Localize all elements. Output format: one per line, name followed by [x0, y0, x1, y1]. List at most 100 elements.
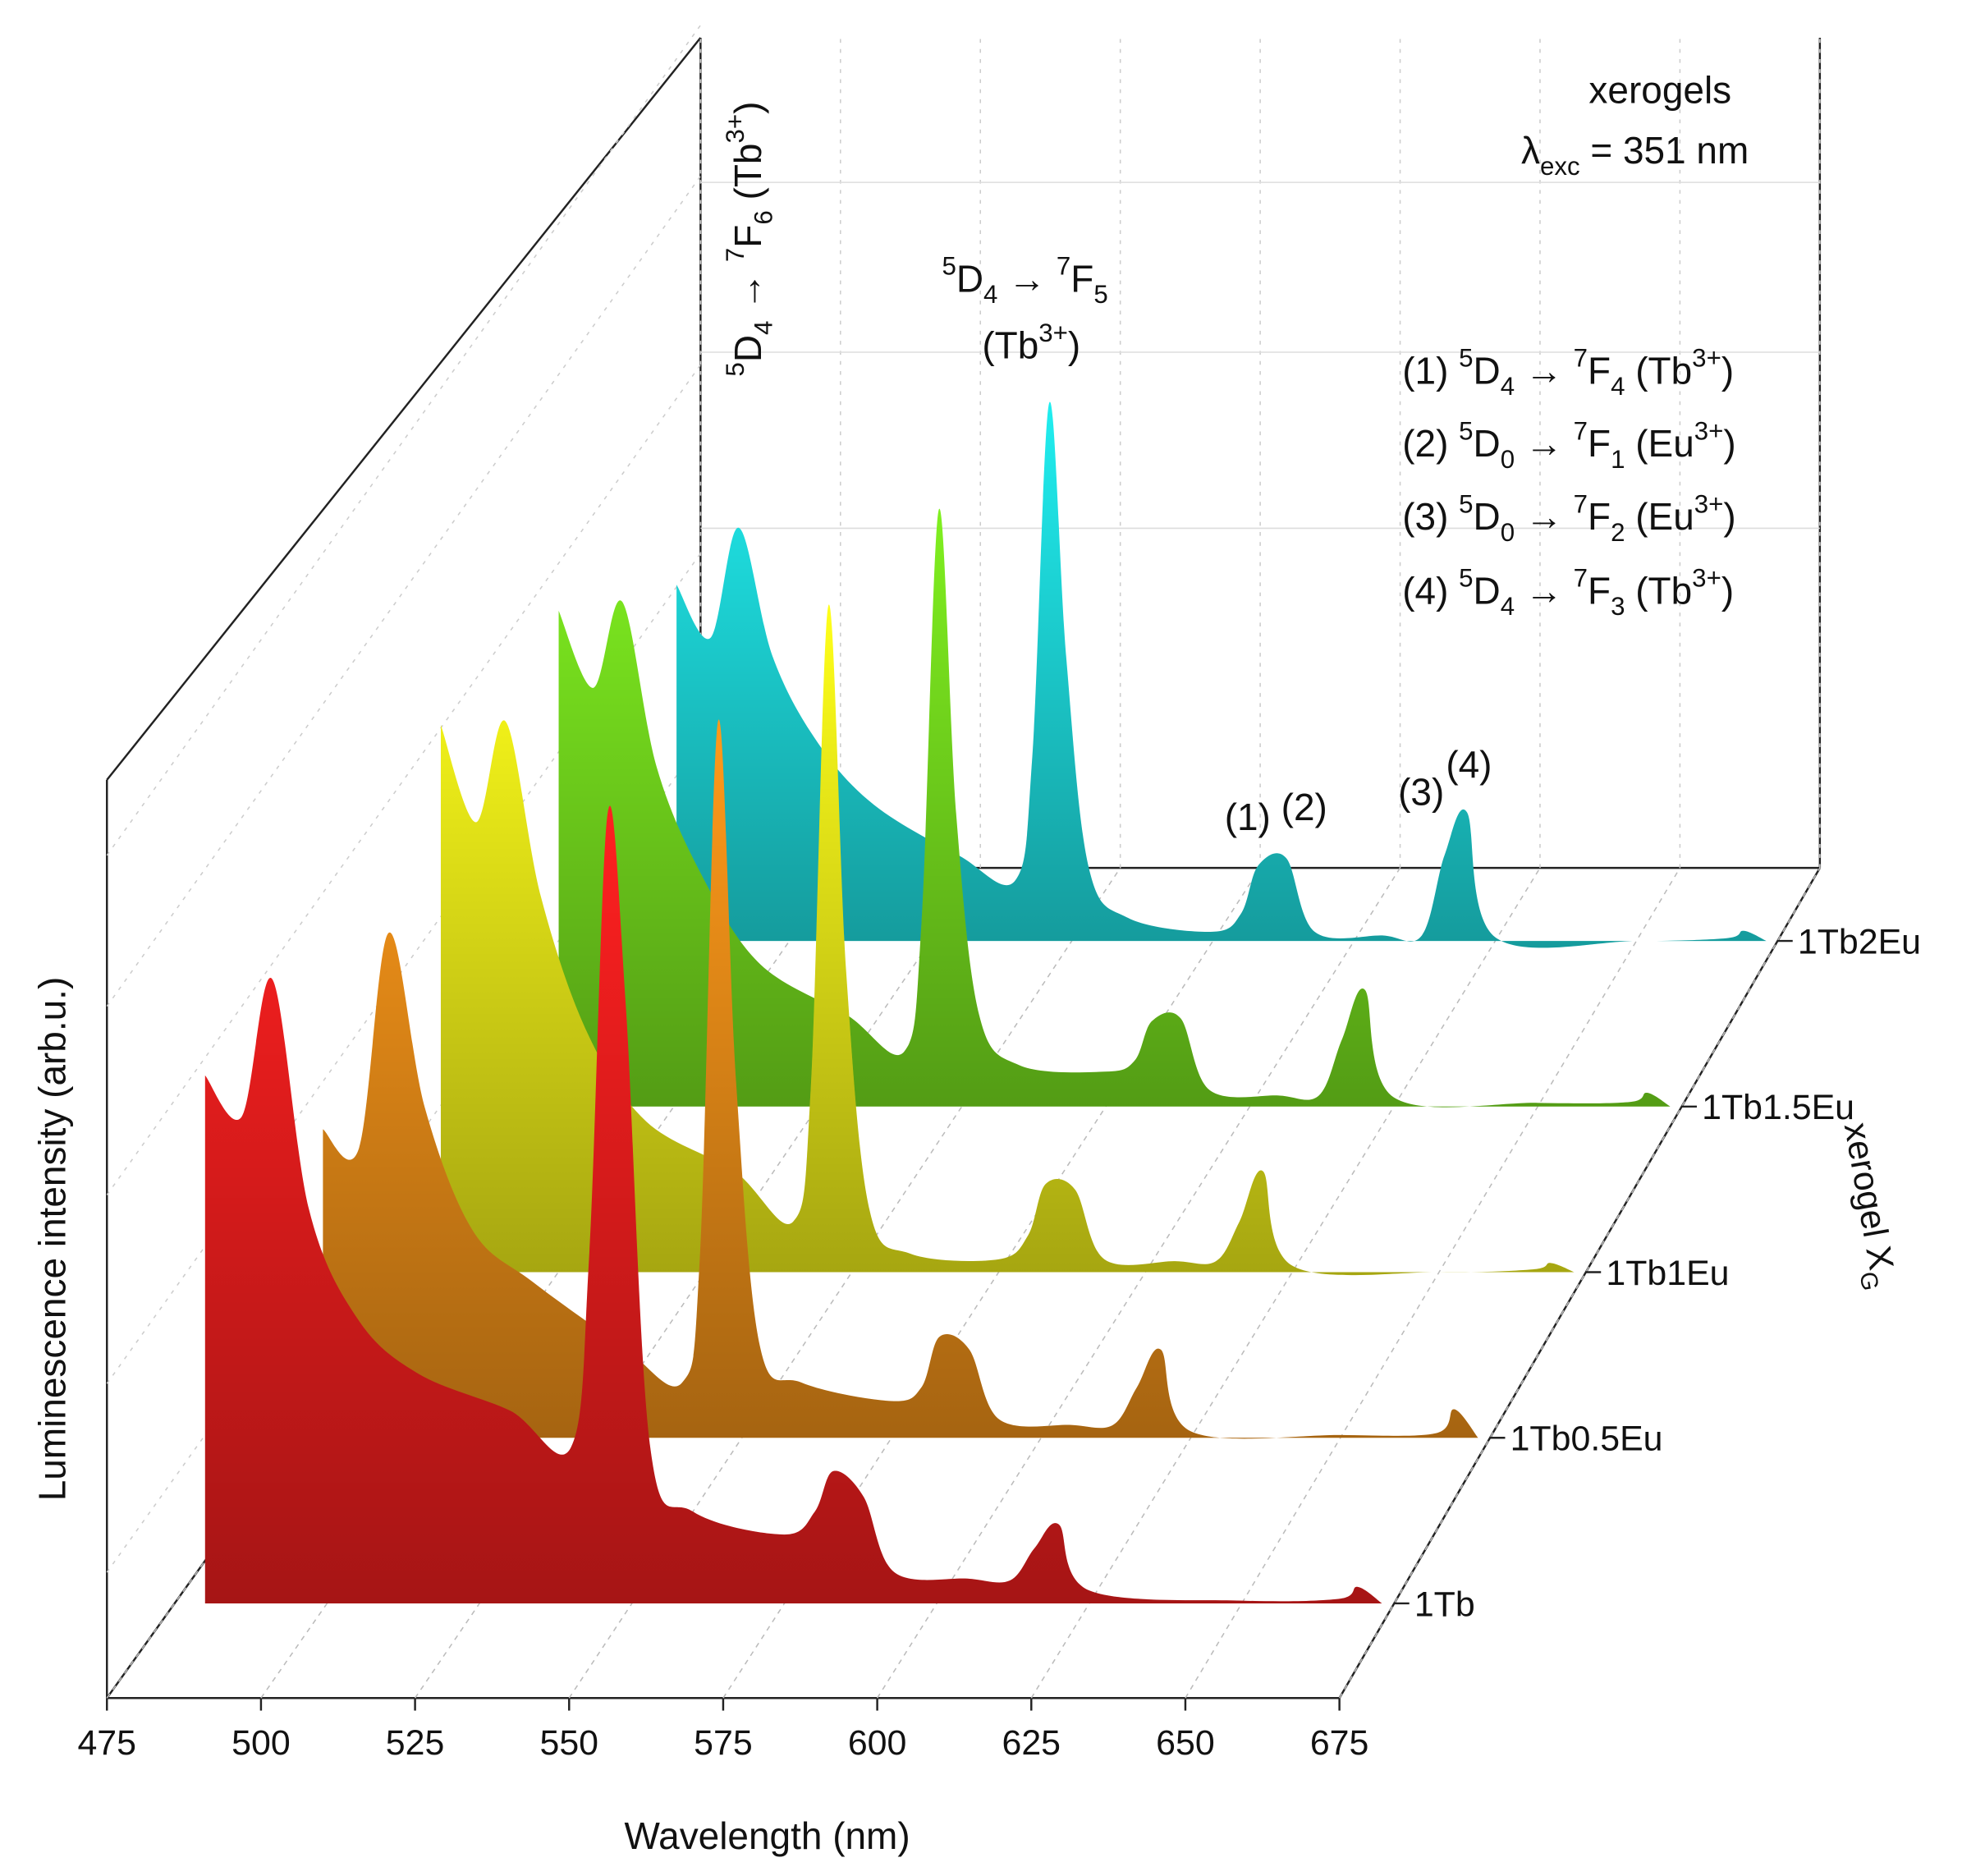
text-part: 3+ [1692, 564, 1721, 593]
text-part: → [997, 257, 1057, 300]
text-part: 7 [1574, 564, 1588, 593]
text-part: → [1515, 569, 1573, 612]
text-part: 5 [1459, 344, 1473, 373]
text-part: 3+ [1692, 344, 1721, 373]
text-part: D [1474, 349, 1501, 392]
annotation: (4) [1446, 743, 1492, 786]
text-part: → [727, 262, 769, 321]
shade [558, 508, 1671, 1108]
x-tick-label: 575 [694, 1723, 753, 1763]
text-part: (3) [1398, 770, 1444, 813]
text-part: → [1515, 422, 1573, 465]
text-part: 5 [1459, 564, 1473, 593]
text-part: ) [1721, 569, 1734, 612]
text-part: (1) [1402, 349, 1459, 392]
text-part: 3+ [1694, 489, 1724, 518]
text-part: 4 [1501, 372, 1515, 401]
annotation: (4) 5D4 → 7F3 (Tb3+) [1402, 564, 1734, 621]
text-part: 3+ [1038, 319, 1068, 347]
text-part: ) [1721, 349, 1734, 392]
shade [440, 604, 1575, 1276]
x-tick-label: 550 [539, 1723, 598, 1763]
text-part: → [1515, 349, 1573, 392]
text-part: (4) [1402, 569, 1459, 612]
x-axis-label: Wavelength (nm) [624, 1814, 910, 1857]
text-part: λ [1521, 129, 1540, 172]
text-part: (Eu [1625, 495, 1694, 538]
text-part: 7 [1574, 416, 1588, 445]
text-part: (Eu [1625, 422, 1694, 465]
text-part: (3) [1402, 495, 1459, 538]
annotation: (1) [1225, 796, 1271, 838]
grid-line [260, 867, 841, 1699]
grid-line [1338, 867, 1821, 1699]
text-part: 0 [1501, 445, 1515, 474]
x-tick-label: 675 [1310, 1723, 1369, 1763]
annotation: (2) [1281, 786, 1327, 828]
x-tick-label: 650 [1156, 1723, 1215, 1763]
annotation: 5D4 → 7F6 (Tb3+) [721, 102, 777, 377]
grid [106, 25, 1821, 1711]
x-tick-label: 500 [231, 1723, 291, 1763]
text-part: 7 [1057, 252, 1070, 281]
series-label: 1Tb [1414, 1585, 1475, 1624]
text-part: 5 [721, 362, 750, 376]
text-part: 1 [1611, 445, 1625, 474]
text-part: 3+ [1694, 416, 1724, 445]
text-part: 0 [1501, 518, 1515, 547]
text-part: xerogels [1588, 69, 1731, 112]
text-part: xerogel X [1836, 1120, 1901, 1273]
text-part: (4) [1446, 743, 1492, 786]
annotation: xerogels [1588, 69, 1731, 112]
text-part: 4 [1501, 592, 1515, 621]
text-part: exc [1540, 152, 1580, 181]
text-part: F [1588, 422, 1611, 465]
series-label: 1Tb1Eu [1606, 1254, 1729, 1293]
grid-line [1185, 867, 1681, 1699]
text-part: (1) [1225, 796, 1271, 838]
text-part: ) [1723, 422, 1735, 465]
text-part: (2) [1402, 422, 1459, 465]
text-part: (Tb [1625, 569, 1692, 612]
shade [323, 719, 1478, 1439]
grid-line [1030, 867, 1541, 1699]
text-part: → [1515, 495, 1573, 538]
z-axis-label: xerogel XG [1828, 1120, 1904, 1293]
annotation: (3) [1398, 770, 1444, 813]
annotation: λexc = 351 nm [1521, 129, 1749, 181]
text-part: D [1474, 495, 1501, 538]
text-part: F [1588, 349, 1611, 392]
annotation: (2) 5D0 → 7F1 (Eu3+) [1402, 416, 1735, 473]
text-part: 7 [1574, 344, 1588, 373]
text-part: 3 [1611, 592, 1625, 621]
shade [676, 401, 1767, 948]
text-part: 7 [1574, 489, 1588, 518]
text-part: 4 [983, 280, 997, 309]
text-part: ) [1068, 324, 1080, 367]
series-label: 1Tb1.5Eu [1702, 1088, 1854, 1127]
text-part: D [1474, 569, 1501, 612]
y-axis-label: Luminescence intensity (arb.u.) [31, 977, 74, 1502]
text-part: 3+ [721, 114, 750, 144]
text-part: (2) [1281, 786, 1327, 828]
x-tick-label: 600 [848, 1723, 907, 1763]
text-part: 7 [721, 248, 750, 262]
series-label: 1Tb0.5Eu [1510, 1420, 1663, 1459]
text-part: F [1588, 495, 1611, 538]
text-part: ) [1723, 495, 1735, 538]
text-part: F [1588, 569, 1611, 612]
text-part: 2 [1611, 518, 1625, 547]
text-part: 5 [1459, 416, 1473, 445]
text-part: F [727, 225, 769, 248]
text-part: 5 [1093, 280, 1107, 309]
labels: 475 500 525 550 575 600 625 650 6751Tb2Eu1Tb1.5E… [31, 69, 1921, 1857]
text-part: 5 [942, 252, 956, 281]
grid-line [414, 867, 981, 1699]
text-part: (Tb [982, 324, 1038, 367]
annotation: 5D4 → 7F5 [942, 252, 1107, 309]
grid-line [876, 867, 1401, 1699]
shade [204, 805, 1382, 1603]
text-part: F [1070, 257, 1093, 300]
text-part: D [727, 335, 769, 362]
